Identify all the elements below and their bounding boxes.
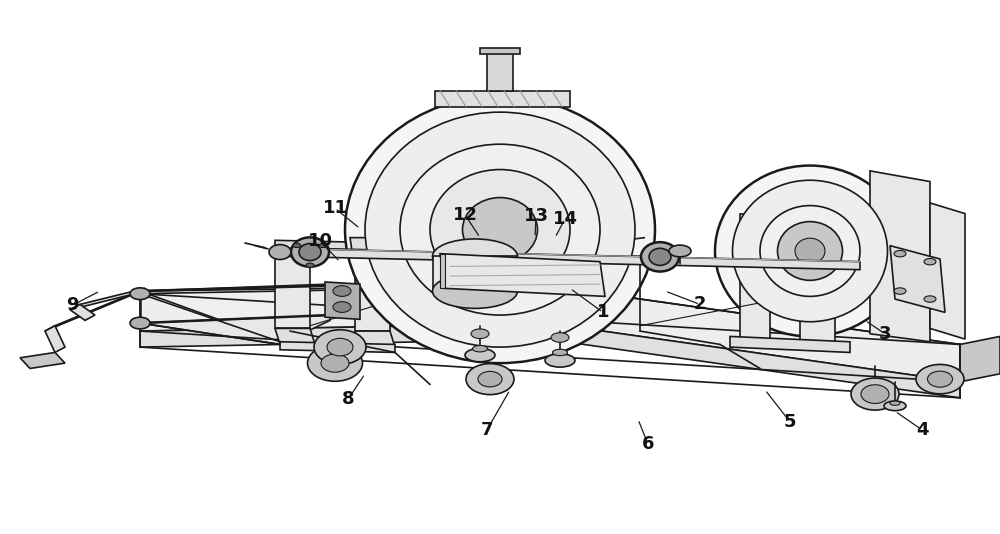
Polygon shape [960,336,1000,382]
Ellipse shape [333,302,351,312]
Polygon shape [140,288,330,342]
Ellipse shape [293,244,301,248]
Ellipse shape [314,329,366,364]
Ellipse shape [641,242,679,271]
Ellipse shape [432,239,518,273]
Ellipse shape [432,273,518,308]
Text: 10: 10 [308,232,332,250]
Polygon shape [140,323,570,347]
Ellipse shape [130,288,150,300]
Ellipse shape [465,348,495,362]
Polygon shape [70,288,145,310]
Polygon shape [890,246,945,312]
Polygon shape [275,240,390,251]
Polygon shape [530,107,645,235]
Ellipse shape [778,222,842,280]
Ellipse shape [478,372,502,387]
Polygon shape [275,328,315,344]
Ellipse shape [649,248,671,265]
Text: 13: 13 [524,207,548,225]
Ellipse shape [928,371,952,387]
Polygon shape [20,352,65,368]
Ellipse shape [319,244,327,248]
Polygon shape [440,254,445,288]
Polygon shape [280,342,395,352]
Polygon shape [318,344,355,352]
Text: 14: 14 [552,210,578,228]
Polygon shape [930,203,965,339]
Text: 6: 6 [642,435,654,453]
Text: 5: 5 [784,413,796,431]
Text: 3: 3 [879,325,891,343]
Ellipse shape [462,198,538,262]
Polygon shape [487,53,513,91]
Polygon shape [45,326,65,352]
Polygon shape [140,286,570,331]
Ellipse shape [321,354,349,372]
Ellipse shape [732,180,888,321]
Text: 4: 4 [916,421,928,439]
Polygon shape [435,91,570,107]
Ellipse shape [760,206,860,296]
Polygon shape [355,331,395,347]
Ellipse shape [551,333,569,342]
Polygon shape [275,248,310,328]
Ellipse shape [471,329,489,339]
Ellipse shape [669,245,691,257]
Text: 2: 2 [694,295,706,313]
Ellipse shape [473,345,488,352]
Ellipse shape [861,384,889,404]
Ellipse shape [795,238,825,264]
Polygon shape [535,238,645,251]
Polygon shape [800,224,835,344]
Ellipse shape [333,286,351,296]
Polygon shape [870,171,930,342]
Ellipse shape [308,345,362,381]
Ellipse shape [894,250,906,257]
Polygon shape [280,248,860,270]
Polygon shape [70,304,95,320]
Ellipse shape [916,364,964,394]
Polygon shape [350,238,468,251]
Ellipse shape [890,401,900,405]
Text: 9: 9 [66,296,78,315]
Text: 8: 8 [342,390,354,409]
Ellipse shape [545,354,575,367]
Polygon shape [355,251,390,331]
Ellipse shape [884,401,906,411]
Polygon shape [350,107,475,235]
Polygon shape [140,315,330,344]
Ellipse shape [466,364,514,395]
Polygon shape [45,288,145,331]
Ellipse shape [924,258,936,265]
Ellipse shape [130,317,150,329]
Ellipse shape [894,288,906,294]
Text: 12: 12 [452,206,478,224]
Ellipse shape [291,237,329,267]
Ellipse shape [430,170,570,289]
Polygon shape [730,336,850,352]
Ellipse shape [924,296,936,302]
Ellipse shape [306,263,314,268]
Polygon shape [565,326,960,398]
Text: 1: 1 [597,303,609,321]
Ellipse shape [552,349,568,356]
Polygon shape [565,288,960,382]
Polygon shape [740,214,770,344]
Polygon shape [440,254,605,296]
Polygon shape [433,256,517,291]
Ellipse shape [327,339,353,356]
Polygon shape [480,48,520,54]
Text: 7: 7 [481,421,493,439]
Ellipse shape [715,166,905,336]
Ellipse shape [851,378,899,410]
Ellipse shape [269,245,291,260]
Ellipse shape [365,112,635,347]
Ellipse shape [400,144,600,315]
Text: 11: 11 [322,199,348,217]
Ellipse shape [299,244,321,261]
Polygon shape [325,282,360,319]
Ellipse shape [345,96,655,363]
